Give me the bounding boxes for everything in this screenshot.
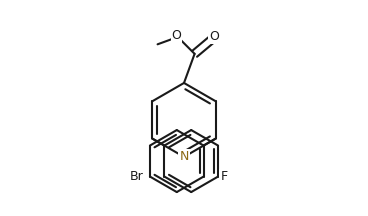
Text: N: N [179, 150, 189, 163]
Text: Br: Br [130, 170, 144, 183]
Text: O: O [209, 30, 219, 43]
Text: O: O [171, 29, 181, 41]
Text: F: F [220, 170, 227, 183]
